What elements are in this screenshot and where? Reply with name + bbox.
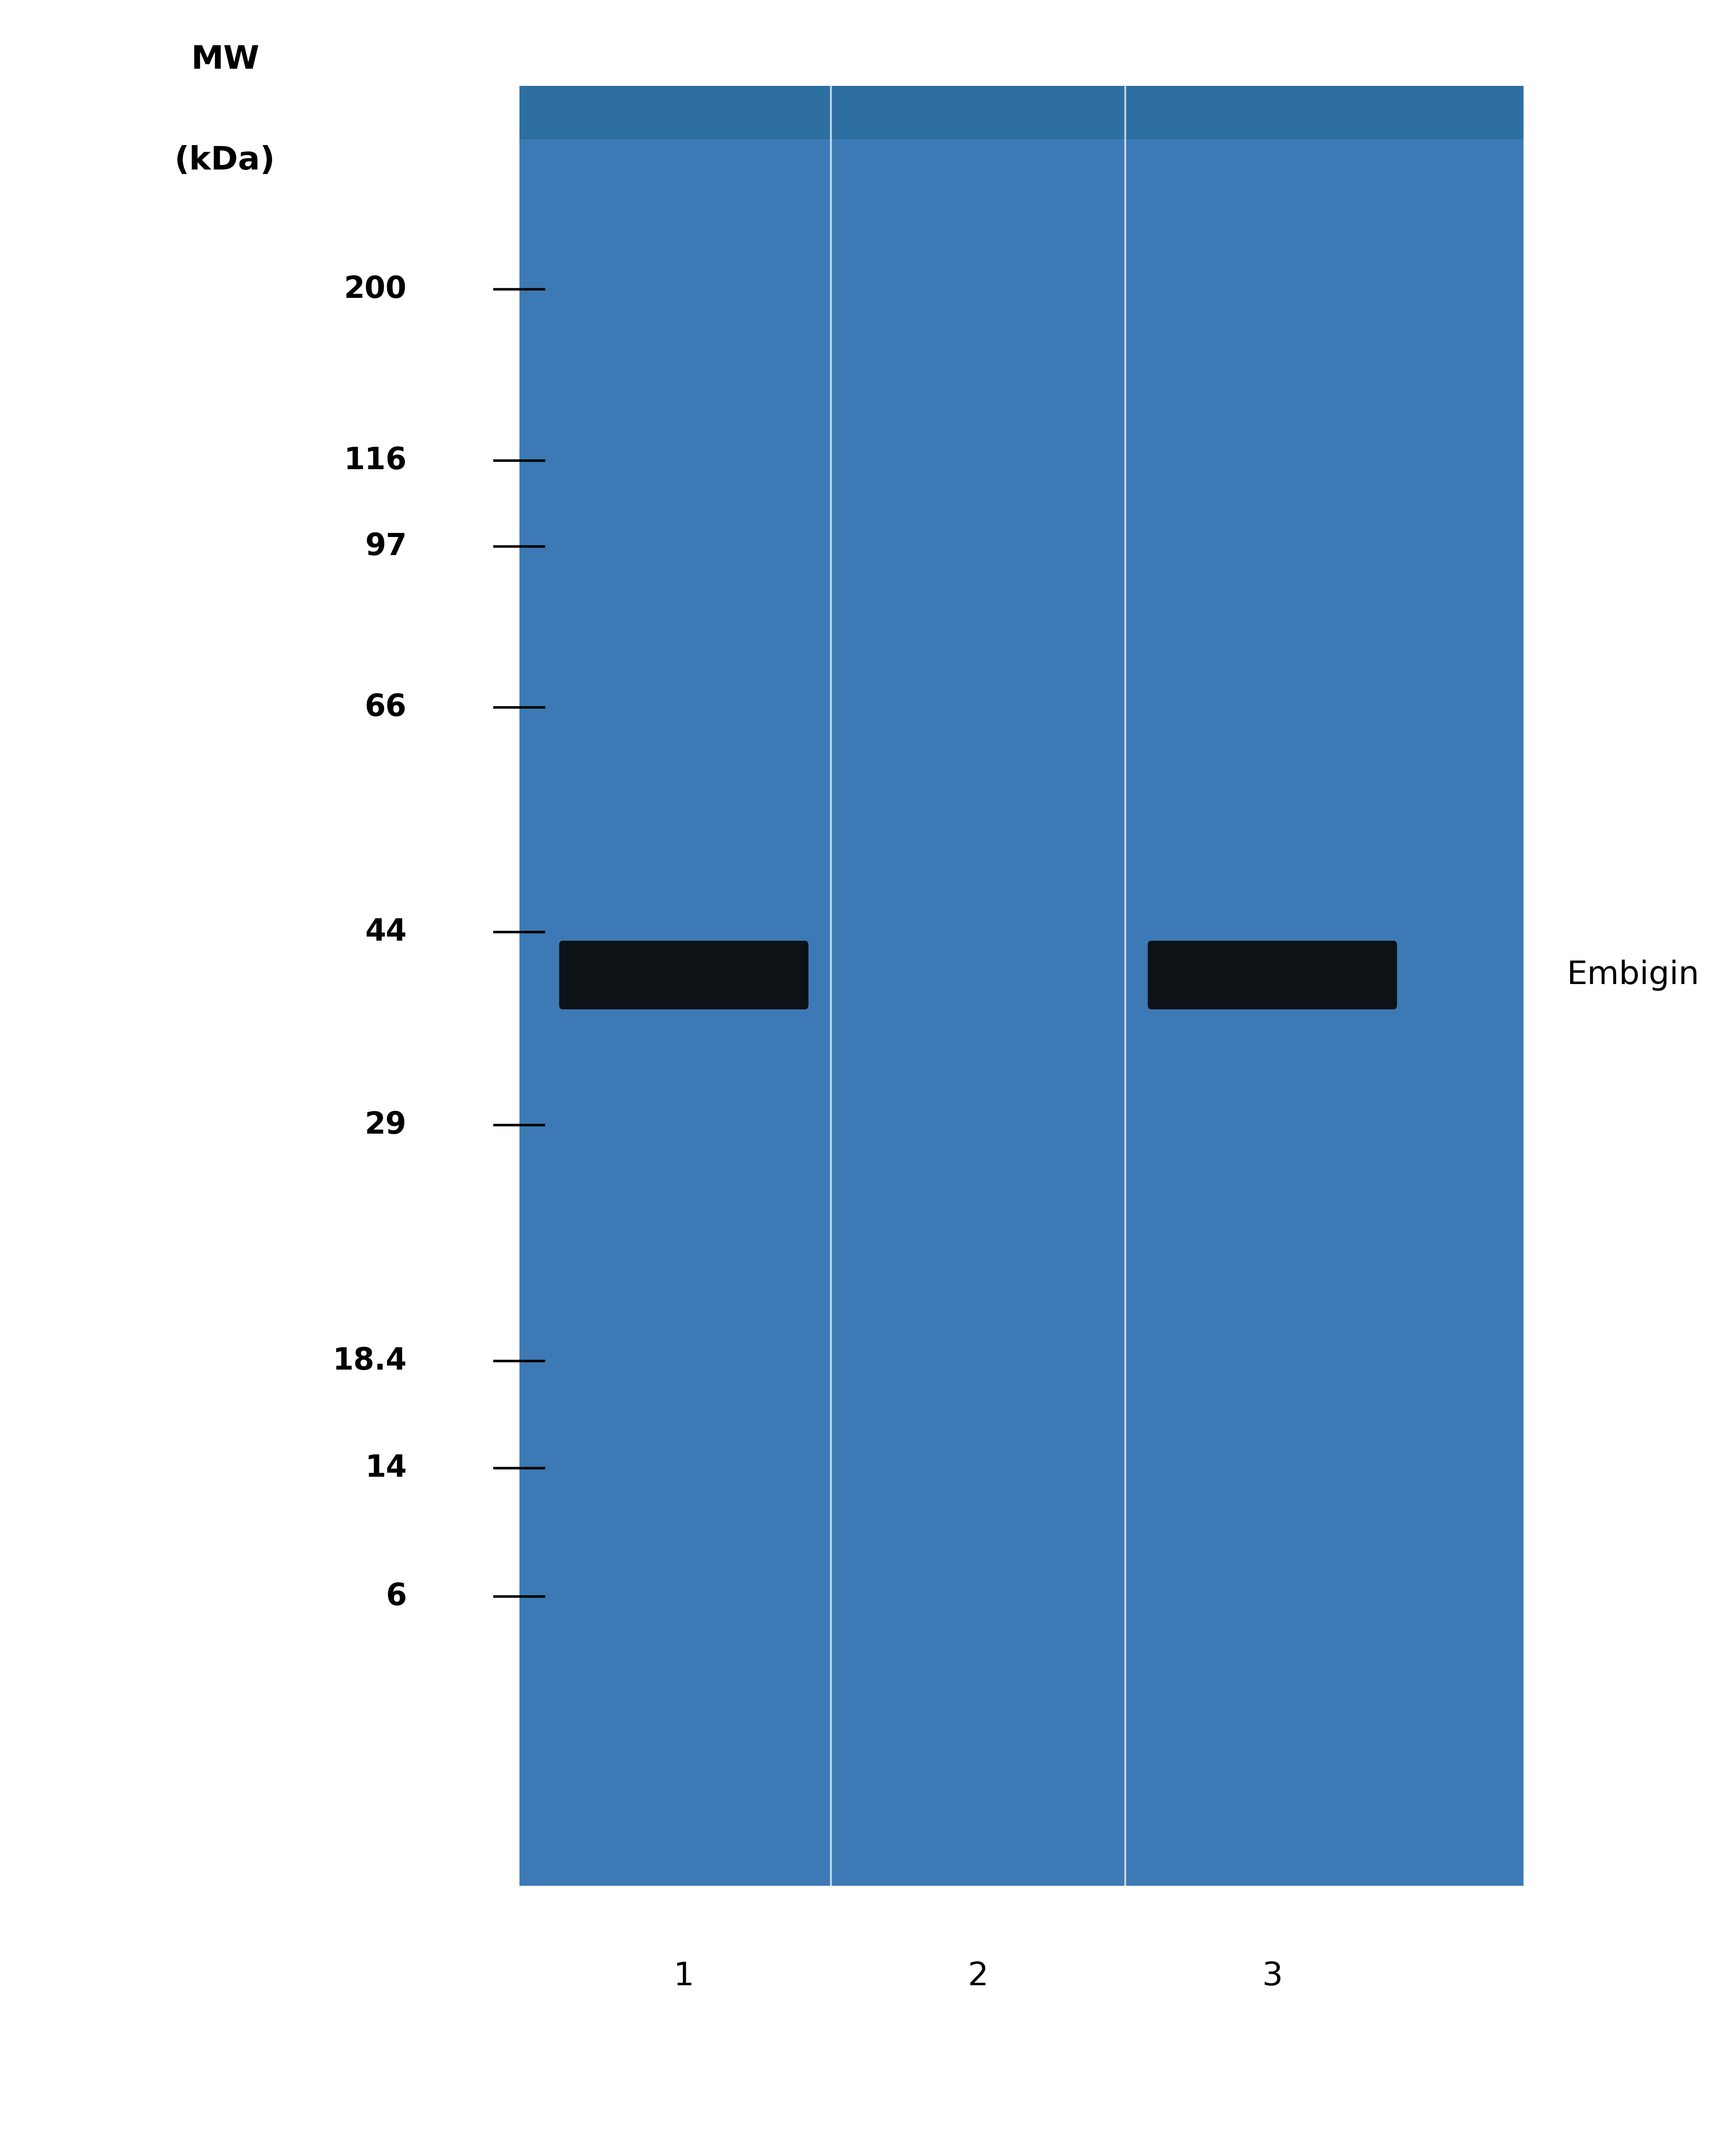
Text: 97: 97: [365, 531, 406, 561]
Text: 116: 116: [344, 446, 406, 476]
Text: 3: 3: [1262, 1961, 1283, 1993]
Text: MW: MW: [191, 45, 259, 75]
Text: 14: 14: [365, 1453, 406, 1483]
FancyBboxPatch shape: [559, 941, 809, 1009]
Bar: [519, 86, 1524, 139]
Text: 66: 66: [365, 692, 406, 722]
Text: 18.4: 18.4: [333, 1346, 406, 1376]
Text: 2: 2: [967, 1961, 988, 1993]
FancyBboxPatch shape: [1147, 941, 1397, 1009]
Bar: [519, 86, 1524, 1886]
Text: (kDa): (kDa): [175, 146, 276, 176]
Text: Embigin: Embigin: [1566, 960, 1700, 990]
Text: 44: 44: [365, 917, 406, 947]
Text: 29: 29: [365, 1110, 406, 1140]
Text: 6: 6: [385, 1582, 406, 1612]
Text: 200: 200: [344, 274, 406, 304]
Text: 1: 1: [674, 1961, 694, 1993]
